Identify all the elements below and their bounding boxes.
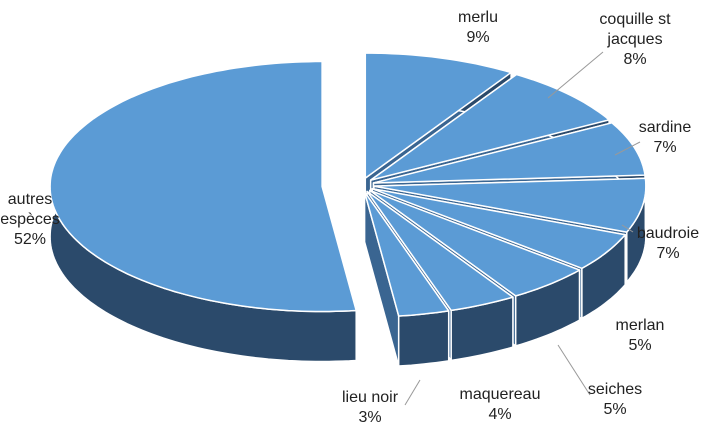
data-label: coquille st jacques 8%: [590, 10, 680, 70]
value-label: 7%: [653, 139, 677, 156]
data-label: baudroie 7%: [613, 224, 714, 264]
data-label: autres espèces 52%: [0, 190, 75, 250]
value-label: 3%: [358, 409, 382, 426]
value-label: 7%: [656, 245, 680, 262]
slice-top: [364, 52, 512, 179]
slice-top: [369, 73, 610, 181]
category-label: merlu: [457, 9, 498, 26]
slice-top: [372, 122, 646, 184]
category-label: seiches: [587, 381, 643, 398]
leader-line: [557, 344, 591, 396]
slice: [363, 191, 450, 367]
category-label: merlan: [615, 317, 665, 334]
data-label: lieu noir 3%: [315, 388, 425, 428]
slice-top: [373, 177, 647, 233]
slice-top: [366, 190, 514, 312]
data-label: merlan 5%: [585, 316, 695, 356]
value-label: 4%: [488, 406, 512, 423]
slice-side: [397, 310, 450, 367]
leader-line: [547, 51, 604, 99]
category-label: lieu noir: [341, 389, 399, 406]
slice-top: [363, 191, 450, 317]
value-label: 8%: [623, 51, 647, 68]
data-label: maquereau 4%: [445, 385, 555, 425]
slice-top: [369, 189, 581, 297]
slice-top: [49, 60, 357, 313]
value-label: 5%: [628, 337, 652, 354]
category-label: coquille st jacques: [599, 11, 671, 48]
category-label: sardine: [638, 119, 692, 136]
leader-line: [621, 224, 634, 233]
category-label: baudroie: [636, 225, 700, 242]
value-label: 5%: [603, 401, 627, 418]
category-label: maquereau: [459, 386, 541, 403]
leader-line: [614, 141, 641, 156]
data-label: seiches 5%: [560, 380, 670, 420]
slice: [49, 60, 357, 363]
category-label: autres espèces: [0, 191, 60, 228]
slice-top: [371, 187, 626, 270]
data-label: sardine 7%: [610, 118, 714, 158]
data-label: merlu 9%: [423, 8, 533, 48]
value-label: 52%: [13, 231, 47, 248]
value-label: 9%: [466, 29, 490, 46]
leader-line: [404, 379, 421, 406]
